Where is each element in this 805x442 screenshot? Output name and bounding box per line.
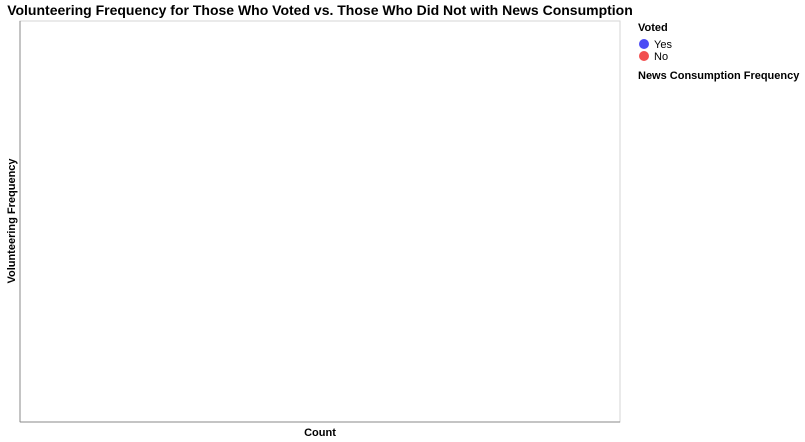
chart-title: Volunteering Frequency for Those Who Vot… (7, 2, 633, 18)
legend: Voted Yes No News Consumption Frequency (638, 22, 800, 82)
legend-swatch-yes (639, 39, 649, 49)
legend-title-voted: Voted (638, 22, 668, 34)
y-axis-title: Volunteering Frequency (6, 158, 18, 284)
legend-item-no[interactable]: No (639, 51, 668, 63)
legend-title-news-consumption: News Consumption Frequency (638, 70, 800, 82)
x-axis-title: Count (304, 427, 336, 439)
legend-item-yes[interactable]: Yes (639, 39, 672, 51)
plot-area (19, 20, 621, 423)
legend-label-yes: Yes (654, 39, 672, 51)
legend-swatch-no (639, 51, 649, 61)
legend-label-no: No (654, 51, 668, 63)
